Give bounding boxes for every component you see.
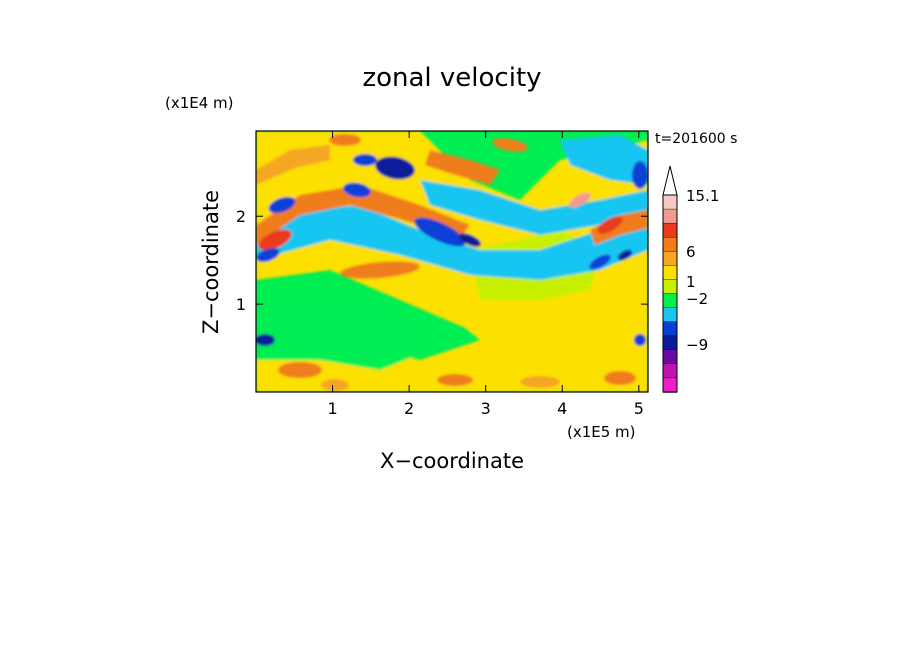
contour-band xyxy=(256,300,648,392)
contour-patch xyxy=(375,156,415,180)
contour-band xyxy=(256,145,330,185)
colorbar-cell xyxy=(662,293,678,309)
colorbar-label: −9 xyxy=(686,336,708,354)
contour-patch xyxy=(597,216,623,234)
colorbar-label: 15.1 xyxy=(686,187,719,205)
contour-patch xyxy=(256,334,275,346)
contour-patch xyxy=(321,379,349,391)
colorbar-label: 1 xyxy=(686,273,696,291)
contour-band xyxy=(425,150,500,185)
x-scale-label: (x1E5 m) xyxy=(567,423,636,441)
contour-patch xyxy=(340,261,420,279)
colorbar-label: −2 xyxy=(686,290,708,308)
colorbar-cell xyxy=(662,237,678,252)
x-tick-label: 1 xyxy=(327,399,337,418)
colorbar-cell xyxy=(662,349,678,365)
colorbar-cell xyxy=(662,279,678,295)
contour-plot-area xyxy=(256,131,648,392)
contour-band xyxy=(420,180,648,235)
colorbar-cell xyxy=(662,222,678,238)
contour-patch xyxy=(617,249,633,261)
contour-patch xyxy=(458,233,482,247)
contour-band xyxy=(590,210,648,245)
contour-band xyxy=(560,135,648,185)
y-scale-label: (x1E4 m) xyxy=(165,94,234,112)
contour-patch xyxy=(604,371,636,385)
x-axis-label: X−coordinate xyxy=(380,449,524,473)
colorbar-cell xyxy=(662,363,678,379)
chart-title: zonal velocity xyxy=(362,63,541,93)
colorbar-label: 6 xyxy=(686,243,696,261)
x-tick-label: 5 xyxy=(634,399,644,418)
contour-patch xyxy=(329,134,361,146)
colorbar-cell xyxy=(662,377,678,393)
time-label: t=201600 s xyxy=(655,131,737,147)
x-axis-ticks: 1 2 3 4 5 xyxy=(327,131,644,418)
contour-patch xyxy=(634,334,646,346)
x-tick-label: 2 xyxy=(404,399,414,418)
contour-patch xyxy=(278,362,322,378)
contour-patch xyxy=(520,376,560,388)
y-axis-ticks: 12 xyxy=(236,207,648,314)
contour-band xyxy=(256,290,430,370)
y-tick-label: 1 xyxy=(236,295,246,314)
contour-patch xyxy=(589,254,611,270)
contour-band xyxy=(256,185,470,245)
contour-patch xyxy=(268,196,296,214)
colorbar-cell xyxy=(662,321,678,337)
colorbar-cell xyxy=(662,208,678,224)
colorbar: 15.1 6 1−2 −9 xyxy=(662,165,719,393)
x-tick-label: 3 xyxy=(481,399,491,418)
y-tick-label: 2 xyxy=(236,207,246,226)
plot-frame xyxy=(255,130,649,393)
contour-patch xyxy=(632,161,648,189)
colorbar-cell xyxy=(662,251,678,267)
contour-patch xyxy=(353,154,377,166)
contour-patch xyxy=(343,182,371,198)
x-tick-label: 4 xyxy=(557,399,567,418)
colorbar-cell xyxy=(662,194,678,210)
colorbar-top-arrow xyxy=(662,165,678,196)
colorbar-cell xyxy=(662,307,678,323)
colorbar-frame xyxy=(662,194,678,393)
contour-patch xyxy=(256,248,280,262)
y-axis-label: Z−coordinate xyxy=(199,190,223,334)
colorbar-cell xyxy=(662,335,678,351)
contour-patch xyxy=(569,192,591,208)
colorbar-cell xyxy=(662,265,678,281)
contour-patch xyxy=(258,229,292,251)
contour-patch xyxy=(437,374,473,386)
contour-patch xyxy=(492,138,528,152)
contour-patch xyxy=(414,217,466,247)
